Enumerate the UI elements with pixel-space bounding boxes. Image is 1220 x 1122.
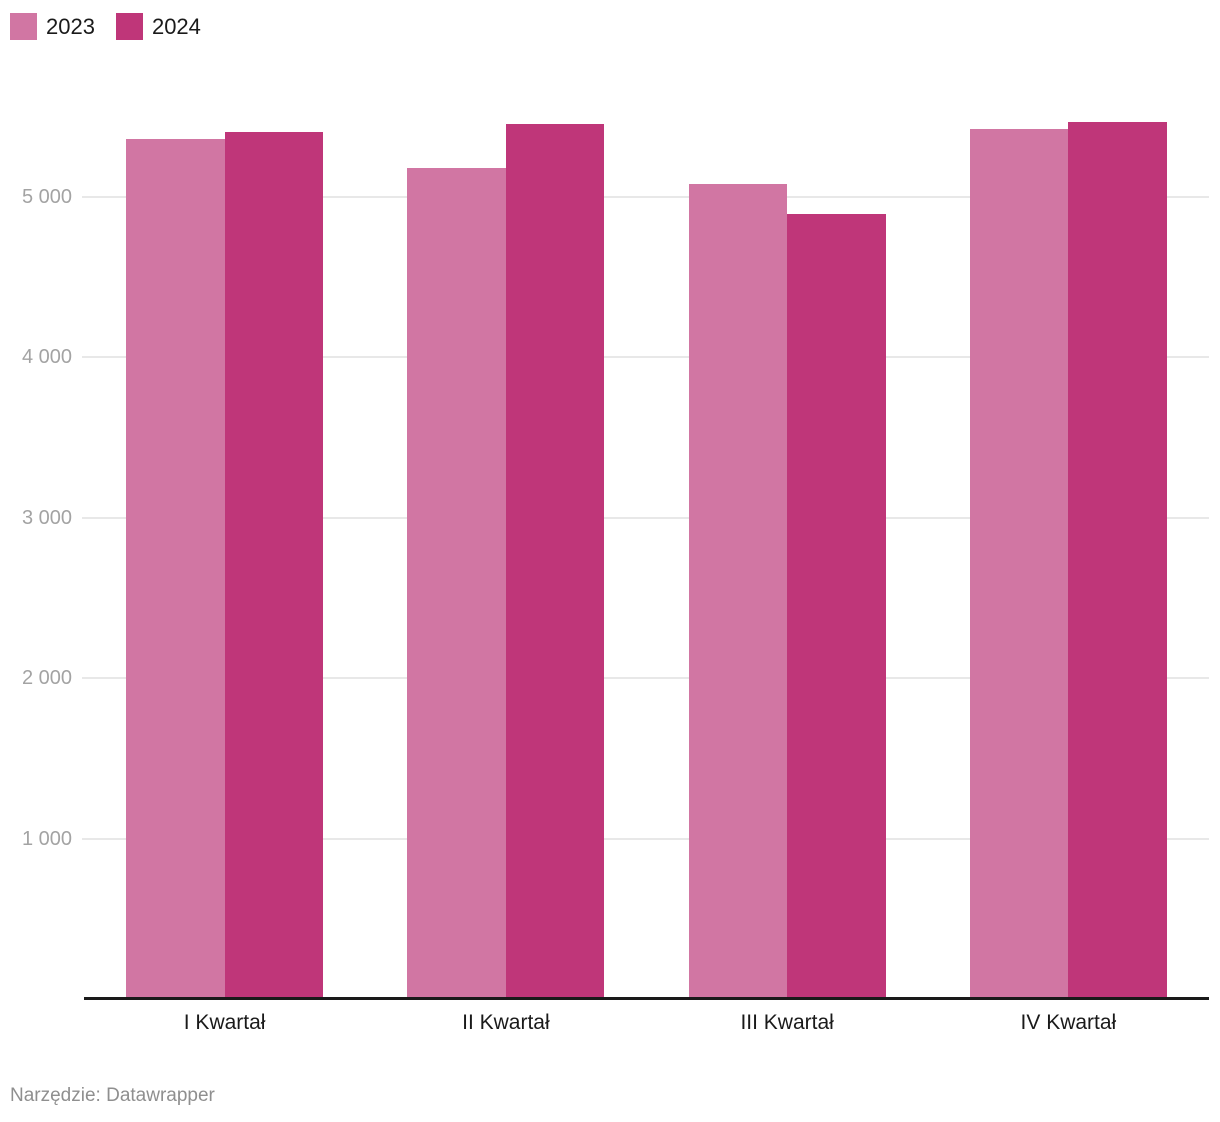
gridline-2000: [82, 677, 1209, 679]
attribution-text: Narzędzie: Datawrapper: [10, 1085, 215, 1106]
y-axis-tick-label-4000: 4 000: [21, 346, 72, 368]
bar-2024-iii-kwartał: [787, 214, 886, 999]
y-axis-tick-label-1000: 1 000: [21, 827, 72, 850]
bar-2023-iv-kwartał: [969, 129, 1069, 999]
bar-2024-ii-kwartał: [505, 124, 605, 999]
legend-item-2023: 2023: [10, 13, 95, 40]
legend-swatch-2024: [115, 13, 143, 40]
legend-item-2024: 2024: [115, 13, 201, 40]
x-axis-label-iii-kwartał: III Kwartał: [740, 1011, 834, 1034]
x-axis-label-i-kwartał: I Kwartał: [183, 1011, 266, 1034]
bar-2023-iii-kwartał: [688, 183, 788, 999]
gridline-3000: [82, 516, 1209, 519]
bar-2023-ii-kwartał: [407, 167, 506, 999]
legend-label-2024: 2024: [151, 14, 201, 39]
legend-swatch-2023: [10, 13, 37, 40]
bar-2024-i-kwartał: [224, 132, 324, 999]
legend: 2023 2024: [10, 13, 201, 40]
x-axis-label-iv-kwartał: IV Kwartał: [1020, 1011, 1117, 1034]
x-axis-line: [84, 997, 1209, 1000]
x-axis-label-ii-kwartał: II Kwartał: [462, 1011, 550, 1034]
y-axis-tick-label-3000: 3 000: [21, 506, 72, 529]
y-axis-tick-label-2000: 2 000: [21, 667, 72, 689]
bar-2023-i-kwartał: [126, 138, 225, 999]
gridline-4000: [82, 356, 1209, 358]
y-axis-tick-label-5000: 5 000: [21, 185, 72, 208]
bar-2024-iv-kwartał: [1068, 121, 1167, 999]
gridline-5000: [82, 195, 1209, 198]
legend-label-2023: 2023: [46, 14, 95, 39]
gridline-1000: [82, 837, 1209, 840]
